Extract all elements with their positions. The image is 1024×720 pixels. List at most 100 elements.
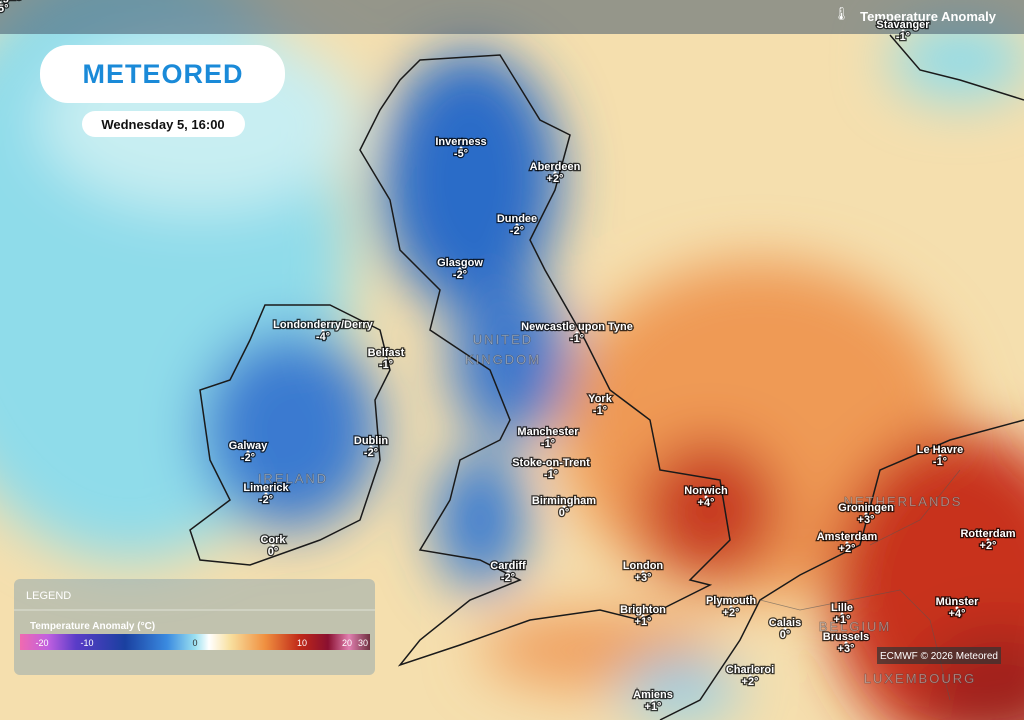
country-label: IRELAND	[258, 471, 328, 486]
credit-box	[877, 647, 1001, 664]
city-name: Rotterdam	[960, 528, 1015, 540]
city-dot	[704, 495, 708, 499]
city-value: 0°	[780, 629, 791, 641]
city-value: 0°	[268, 546, 279, 558]
legend-title: Temperature Anomaly (°C)	[30, 621, 155, 632]
borders	[759, 469, 961, 701]
city-dot	[641, 570, 645, 574]
country-label: NETHERLANDS	[844, 494, 963, 509]
country-label: BELGIUM	[819, 619, 892, 634]
city-name: Calais	[769, 617, 801, 629]
city-value: +2°	[547, 173, 564, 185]
city-dot	[901, 29, 905, 33]
thermometer-icon: 🌡	[833, 6, 850, 21]
city-name: Cardiff	[490, 560, 526, 572]
city-dot	[729, 605, 733, 609]
logo-box	[40, 45, 285, 103]
city-name: Birmingham	[532, 495, 596, 507]
city-value: +1°	[645, 701, 662, 713]
city-value: -2°	[510, 225, 524, 237]
city-value: +3°	[635, 572, 652, 584]
legend-tick: 0	[192, 638, 197, 648]
city-dot	[845, 541, 849, 545]
date-pill	[82, 111, 245, 137]
city-name: Stoke-on-Trent	[512, 457, 590, 469]
city-name: Norwich	[684, 485, 728, 497]
city-dot	[844, 641, 848, 645]
credit: ECMWF © 2026 Meteored	[880, 651, 998, 662]
city-value: -1°	[896, 31, 910, 43]
city-dot	[458, 267, 462, 271]
city-dot	[515, 223, 519, 227]
city-value: -5°	[454, 148, 468, 160]
country-label: KINGDOM	[465, 352, 541, 367]
legend-tick: 10	[297, 638, 307, 648]
city-dot	[384, 357, 388, 361]
city-dot	[986, 538, 990, 542]
legend-tick: -20	[35, 638, 48, 648]
city-value: +4°	[949, 608, 966, 620]
city-name: Limerick	[243, 482, 289, 494]
city-dot	[641, 614, 645, 618]
city-name: Lille	[831, 602, 853, 614]
legend-heading: LEGEND	[26, 590, 71, 602]
city-value: +2°	[839, 543, 856, 555]
city-name: Belfast	[368, 347, 405, 359]
country-label: UNITED	[473, 332, 533, 347]
city-value: -1°	[541, 438, 555, 450]
city-name: London	[623, 560, 664, 572]
city-value: -1°	[593, 405, 607, 417]
city-value: +5°	[0, 3, 8, 15]
city-value: +2°	[742, 676, 759, 688]
city-dot	[553, 171, 557, 175]
city-name: Stavanger	[876, 19, 930, 31]
city-dot	[546, 436, 550, 440]
legend-colorbar	[20, 634, 370, 650]
city-value: +3°	[858, 514, 875, 526]
city-value: -2°	[364, 447, 378, 459]
top-bar	[0, 0, 1024, 34]
city-name: Le Havre	[917, 444, 963, 456]
city-dot	[748, 674, 752, 678]
city-name: Dundee	[497, 213, 537, 225]
city-name: Amsterdam	[817, 531, 878, 543]
city-value: +1°	[635, 616, 652, 628]
city-value: -1°	[933, 456, 947, 468]
city-dot	[459, 146, 463, 150]
city-name: Brussels	[823, 631, 869, 643]
city-dot	[840, 612, 844, 616]
city-dot	[575, 331, 579, 335]
city-dot	[549, 467, 553, 471]
city-dot	[651, 699, 655, 703]
city-value: -4°	[316, 331, 330, 343]
city-name: Dublin	[354, 435, 388, 447]
city-value: -1°	[544, 469, 558, 481]
city-value: +1°	[834, 614, 851, 626]
city-dot	[321, 329, 325, 333]
coastlines	[189, 34, 1024, 720]
country-labels: UNITED KINGDOM IRELAND NETHERLANDS BELGIUM LU…	[257, 332, 976, 687]
city-value: -2°	[241, 452, 255, 464]
city-name: Amiens	[633, 689, 673, 701]
city-dot	[264, 492, 268, 496]
city-dot	[271, 544, 275, 548]
city-name: Münster	[936, 596, 980, 608]
city-dot	[864, 512, 868, 516]
city-name: Cologne	[0, 0, 22, 3]
city-value: +3°	[838, 643, 855, 655]
city-dot	[0, 1, 2, 5]
city-name: Newcastle upon Tyne	[521, 321, 633, 333]
date: Wednesday 5, 16:00	[101, 117, 224, 132]
city-value: +2°	[723, 607, 740, 619]
city-name: Manchester	[517, 426, 579, 438]
city-dot	[783, 627, 787, 631]
city-value: +2°	[980, 540, 997, 552]
city-name: Cork	[260, 534, 286, 546]
city-dot	[938, 454, 942, 458]
city-name: Groningen	[838, 502, 894, 514]
city-name: Aberdeen	[530, 161, 581, 173]
country-label: LUXEMBOURG	[864, 671, 976, 686]
city-value: -1°	[379, 359, 393, 371]
